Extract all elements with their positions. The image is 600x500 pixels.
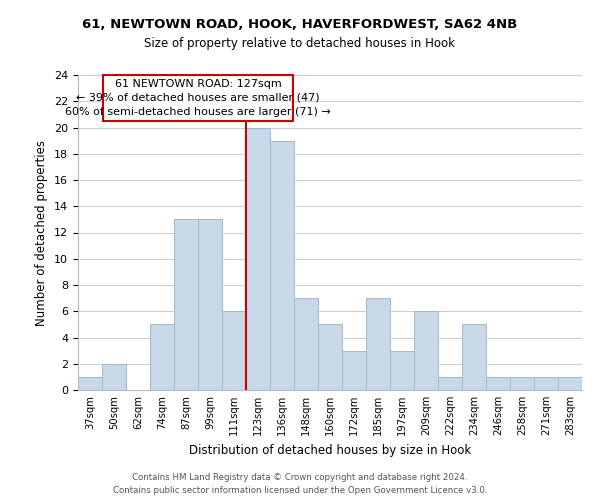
X-axis label: Distribution of detached houses by size in Hook: Distribution of detached houses by size … [189, 444, 471, 456]
Y-axis label: Number of detached properties: Number of detached properties [35, 140, 49, 326]
Bar [102, 364, 126, 390]
Bar [486, 377, 510, 390]
Text: ← 39% of detached houses are smaller (47): ← 39% of detached houses are smaller (47… [76, 93, 320, 103]
Bar [318, 324, 342, 390]
Text: Size of property relative to detached houses in Hook: Size of property relative to detached ho… [145, 38, 455, 51]
Text: Contains HM Land Registry data © Crown copyright and database right 2024.
Contai: Contains HM Land Registry data © Crown c… [113, 474, 487, 495]
Bar [150, 324, 174, 390]
Text: 60% of semi-detached houses are larger (71) →: 60% of semi-detached houses are larger (… [65, 107, 331, 117]
Bar [438, 377, 462, 390]
Bar [222, 311, 246, 390]
Bar [510, 377, 534, 390]
Bar [294, 298, 318, 390]
Bar [270, 140, 294, 390]
Bar [174, 220, 198, 390]
Bar [462, 324, 486, 390]
Text: 61, NEWTOWN ROAD, HOOK, HAVERFORDWEST, SA62 4NB: 61, NEWTOWN ROAD, HOOK, HAVERFORDWEST, S… [82, 18, 518, 30]
Text: 61 NEWTOWN ROAD: 127sqm: 61 NEWTOWN ROAD: 127sqm [115, 78, 281, 88]
Bar [366, 298, 390, 390]
Bar [390, 350, 414, 390]
Bar [342, 350, 366, 390]
Bar [246, 128, 270, 390]
Bar [78, 377, 102, 390]
Bar [198, 220, 222, 390]
Bar [414, 311, 438, 390]
Bar [558, 377, 582, 390]
FancyBboxPatch shape [103, 75, 293, 121]
Bar [534, 377, 558, 390]
